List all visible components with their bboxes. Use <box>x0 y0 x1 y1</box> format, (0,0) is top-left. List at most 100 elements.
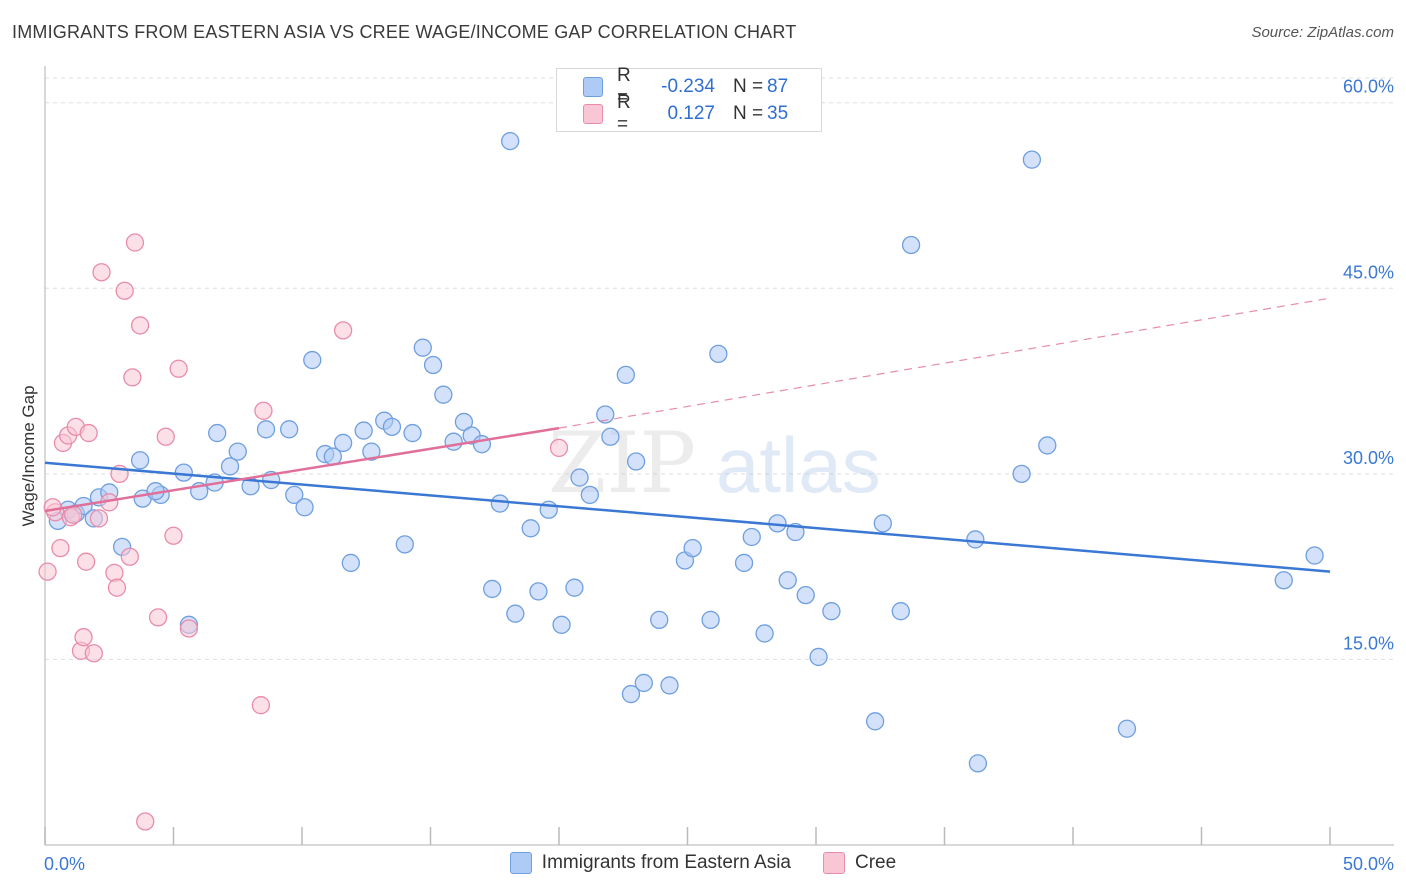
point-eastern-asia <box>626 452 646 471</box>
point-eastern-asia <box>683 538 702 558</box>
point-cree <box>74 628 93 647</box>
point-eastern-asia <box>295 498 314 517</box>
point-eastern-asia <box>285 485 304 505</box>
point-eastern-asia <box>809 647 828 667</box>
series-immigrants-eastern-asia <box>48 131 1324 773</box>
legend-n-label: N = <box>733 103 764 124</box>
axes <box>44 66 1394 846</box>
point-eastern-asia <box>434 385 453 404</box>
point-eastern-asia <box>701 610 720 629</box>
chart-title: IMMIGRANTS FROM EASTERN ASIA VS CREE WAG… <box>12 22 797 42</box>
point-eastern-asia <box>130 451 150 470</box>
point-eastern-asia <box>650 610 669 629</box>
legend-r-label: R = <box>617 92 631 135</box>
point-eastern-asia <box>565 578 584 597</box>
y-tick-label: 15.0% <box>1343 633 1394 653</box>
point-eastern-asia <box>580 485 599 505</box>
point-eastern-asia <box>362 442 381 461</box>
point-eastern-asia <box>506 604 525 623</box>
point-eastern-asia <box>413 338 432 357</box>
point-eastern-asia <box>228 442 247 461</box>
legend-item-cree[interactable]: Cree <box>823 852 896 874</box>
legend-swatch-pink <box>823 852 845 874</box>
point-eastern-asia <box>354 421 373 440</box>
point-cree <box>156 427 175 446</box>
legend-r-value: 0.127 <box>667 103 715 124</box>
point-eastern-asia <box>521 519 540 538</box>
point-eastern-asia <box>621 684 641 704</box>
x-tick-label: 0.0% <box>44 854 85 874</box>
x-tick-labels: 0.0% 50.0% <box>44 854 1394 874</box>
point-eastern-asia <box>444 432 463 451</box>
point-cree <box>107 578 127 597</box>
point-eastern-asia <box>454 412 474 432</box>
trend-lines <box>44 297 1331 573</box>
point-eastern-asia <box>490 494 510 513</box>
point-eastern-asia <box>601 427 620 446</box>
point-eastern-asia <box>333 433 353 453</box>
legend-n-value: 35 <box>767 103 789 124</box>
point-eastern-asia <box>596 405 615 424</box>
point-eastern-asia <box>742 527 761 547</box>
legend-r-value: -0.234 <box>661 76 715 97</box>
legend-label: Cree <box>855 852 897 873</box>
legend-row-pink: R = 0.127 N = 35 <box>583 92 789 135</box>
point-eastern-asia <box>755 624 774 643</box>
point-eastern-asia <box>873 514 892 533</box>
point-cree <box>251 696 271 715</box>
point-eastern-asia <box>403 423 422 443</box>
point-eastern-asia <box>709 344 728 364</box>
legend-row-blue: R = -0.234 N = 87 <box>583 65 789 108</box>
legend-item-eastern-asia[interactable]: Immigrants from Eastern Asia <box>509 852 791 874</box>
point-cree <box>164 526 183 545</box>
point-eastern-asia <box>552 615 571 634</box>
point-cree <box>254 401 273 420</box>
point-cree <box>79 423 98 443</box>
point-eastern-asia <box>968 754 988 773</box>
point-eastern-asia <box>483 579 502 599</box>
point-eastern-asia <box>966 530 985 549</box>
point-eastern-asia <box>501 131 520 151</box>
point-eastern-asia <box>901 235 921 255</box>
watermark-zip: ZIP <box>548 414 696 512</box>
point-eastern-asia <box>423 355 443 375</box>
point-eastern-asia <box>796 585 815 605</box>
point-eastern-asia <box>208 423 227 443</box>
point-eastern-asia <box>570 468 589 487</box>
point-cree <box>179 619 199 638</box>
point-cree <box>51 538 70 558</box>
source-label: Source: ZipAtlas.com <box>1251 24 1394 41</box>
point-eastern-asia <box>529 582 548 601</box>
point-eastern-asia <box>634 673 653 693</box>
point-eastern-asia <box>822 602 841 621</box>
point-cree <box>136 812 155 831</box>
point-eastern-asia <box>1117 719 1137 738</box>
point-cree <box>169 359 188 378</box>
point-eastern-asia <box>395 535 414 554</box>
point-cree <box>92 263 111 282</box>
point-eastern-asia <box>1022 150 1042 169</box>
legend-n-value: 87 <box>767 76 789 97</box>
point-cree <box>130 316 150 335</box>
point-eastern-asia <box>220 457 240 476</box>
y-tick-labels: 15.0% 30.0% 45.0% 60.0% <box>1343 77 1394 654</box>
point-eastern-asia <box>891 602 910 621</box>
point-eastern-asia <box>303 350 322 370</box>
y-tick-label: 45.0% <box>1343 262 1394 282</box>
point-eastern-asia <box>382 417 402 437</box>
point-cree <box>76 552 96 571</box>
point-cree <box>120 547 139 566</box>
point-eastern-asia <box>472 435 492 454</box>
legend-label: Immigrants from Eastern Asia <box>541 852 791 873</box>
legend-swatch-pink <box>583 104 603 124</box>
point-cree <box>549 438 569 458</box>
point-eastern-asia <box>341 553 360 573</box>
point-cree <box>38 562 57 581</box>
point-eastern-asia <box>660 676 679 695</box>
point-cree <box>115 281 134 300</box>
point-cree <box>105 563 124 582</box>
point-cree <box>84 644 103 663</box>
trendline-cree-extension <box>558 297 1331 429</box>
point-eastern-asia <box>256 420 276 439</box>
